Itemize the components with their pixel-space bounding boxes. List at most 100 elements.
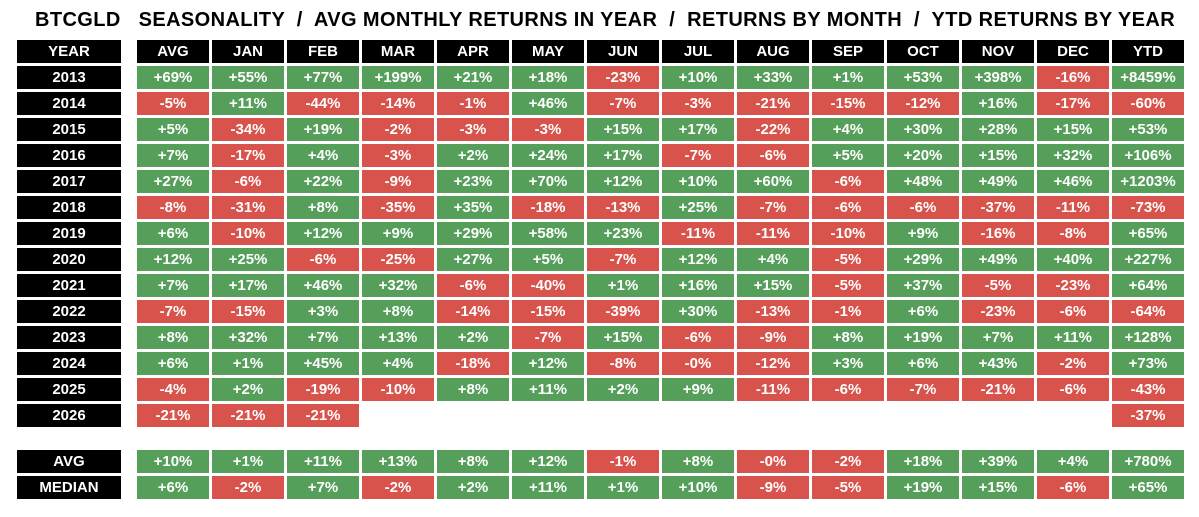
col-header-ytd: YTD [1112, 40, 1184, 63]
return-cell: +5% [812, 144, 884, 167]
row-label: 2025 [17, 378, 121, 401]
return-cell: -17% [212, 144, 284, 167]
return-cell: +58% [512, 222, 584, 245]
return-cell: +9% [362, 222, 434, 245]
col-header-jan: JAN [212, 40, 284, 63]
col-header-feb: FEB [287, 40, 359, 63]
return-cell [437, 404, 509, 427]
return-cell: +77% [287, 66, 359, 89]
return-cell: +6% [887, 352, 959, 375]
return-cell: -2% [812, 450, 884, 473]
return-cell: -9% [737, 326, 809, 349]
return-cell: +28% [962, 118, 1034, 141]
col-header-dec: DEC [1037, 40, 1109, 63]
return-cell: +1% [812, 66, 884, 89]
row-gap [124, 118, 134, 141]
table-row-2021: 2021 +7% +17% +46% +32% -6% -40% +1% +16% +15% -5%… [17, 274, 1184, 297]
row-label: 2023 [17, 326, 121, 349]
return-cell: -9% [362, 170, 434, 193]
return-cell: +53% [1112, 118, 1184, 141]
return-cell: +2% [212, 378, 284, 401]
return-cell: +18% [887, 450, 959, 473]
return-cell: -39% [587, 300, 659, 323]
return-cell: -8% [1037, 222, 1109, 245]
row-gap [124, 300, 134, 323]
return-cell: +21% [437, 66, 509, 89]
col-header-jun: JUN [587, 40, 659, 63]
return-cell: +53% [887, 66, 959, 89]
return-cell: +73% [1112, 352, 1184, 375]
returns-table: YEAR AVG JAN FEB MAR APR MAY JUN JUL AUG SEP OCT NOV… [14, 37, 1187, 502]
table-row-2013: 2013 +69% +55% +77% +199% +21% +18% -23% +10% +33… [17, 66, 1184, 89]
return-cell: -37% [1112, 404, 1184, 427]
return-cell: -6% [1037, 476, 1109, 499]
col-header-avg: AVG [137, 40, 209, 63]
page-title: BTCGLD SEASONALITY / AVG MONTHLY RETURNS… [35, 9, 1176, 31]
return-cell: -23% [1037, 274, 1109, 297]
return-cell: +10% [662, 66, 734, 89]
row-gap [124, 326, 134, 349]
return-cell: -5% [812, 248, 884, 271]
return-cell: -22% [737, 118, 809, 141]
spacer-cell [17, 430, 1184, 447]
return-cell: -2% [362, 476, 434, 499]
return-cell: -21% [737, 92, 809, 115]
return-cell: -19% [287, 378, 359, 401]
return-cell: +15% [1037, 118, 1109, 141]
return-cell: -11% [737, 378, 809, 401]
return-cell: +16% [962, 92, 1034, 115]
return-cell: -2% [212, 476, 284, 499]
return-cell: -2% [362, 118, 434, 141]
return-cell: +7% [137, 274, 209, 297]
table-row-median: MEDIAN +6% -2% +7% -2% +2% +11% +1% +10% -9% -5% +1… [17, 476, 1184, 499]
return-cell: -6% [887, 196, 959, 219]
return-cell: -15% [512, 300, 584, 323]
return-cell: +13% [362, 450, 434, 473]
return-cell: +8% [437, 450, 509, 473]
row-label: 2015 [17, 118, 121, 141]
table-body: 2013 +69% +55% +77% +199% +21% +18% -23% +10% +33… [17, 66, 1184, 499]
row-label: 2022 [17, 300, 121, 323]
return-cell: +17% [212, 274, 284, 297]
row-gap [124, 170, 134, 193]
row-label: 2017 [17, 170, 121, 193]
return-cell: +1% [587, 476, 659, 499]
return-cell: +29% [887, 248, 959, 271]
return-cell: +15% [587, 118, 659, 141]
return-cell: -64% [1112, 300, 1184, 323]
return-cell: +18% [512, 66, 584, 89]
row-label: 2020 [17, 248, 121, 271]
row-label: 2014 [17, 92, 121, 115]
return-cell: +4% [362, 352, 434, 375]
return-cell: +11% [1037, 326, 1109, 349]
col-header-apr: APR [437, 40, 509, 63]
return-cell: +227% [1112, 248, 1184, 271]
return-cell: +11% [512, 476, 584, 499]
return-cell: +10% [137, 450, 209, 473]
return-cell: +128% [1112, 326, 1184, 349]
return-cell: -6% [662, 326, 734, 349]
return-cell: +65% [1112, 476, 1184, 499]
table-row-2026: 2026 -21% -21% -21% -37% [17, 404, 1184, 427]
return-cell: +1% [587, 274, 659, 297]
return-cell: +46% [1037, 170, 1109, 193]
col-header-aug: AUG [737, 40, 809, 63]
return-cell: +6% [137, 476, 209, 499]
return-cell: +7% [287, 326, 359, 349]
return-cell: +11% [287, 450, 359, 473]
return-cell: -6% [212, 170, 284, 193]
return-cell: +13% [362, 326, 434, 349]
row-gap [124, 144, 134, 167]
return-cell: +30% [662, 300, 734, 323]
return-cell: +12% [662, 248, 734, 271]
return-cell: +32% [1037, 144, 1109, 167]
return-cell: -13% [737, 300, 809, 323]
return-cell: -5% [962, 274, 1034, 297]
return-cell: +4% [287, 144, 359, 167]
return-cell: -10% [212, 222, 284, 245]
return-cell: -11% [737, 222, 809, 245]
return-cell: +8% [362, 300, 434, 323]
return-cell: +23% [437, 170, 509, 193]
return-cell: -13% [587, 196, 659, 219]
return-cell: -60% [1112, 92, 1184, 115]
